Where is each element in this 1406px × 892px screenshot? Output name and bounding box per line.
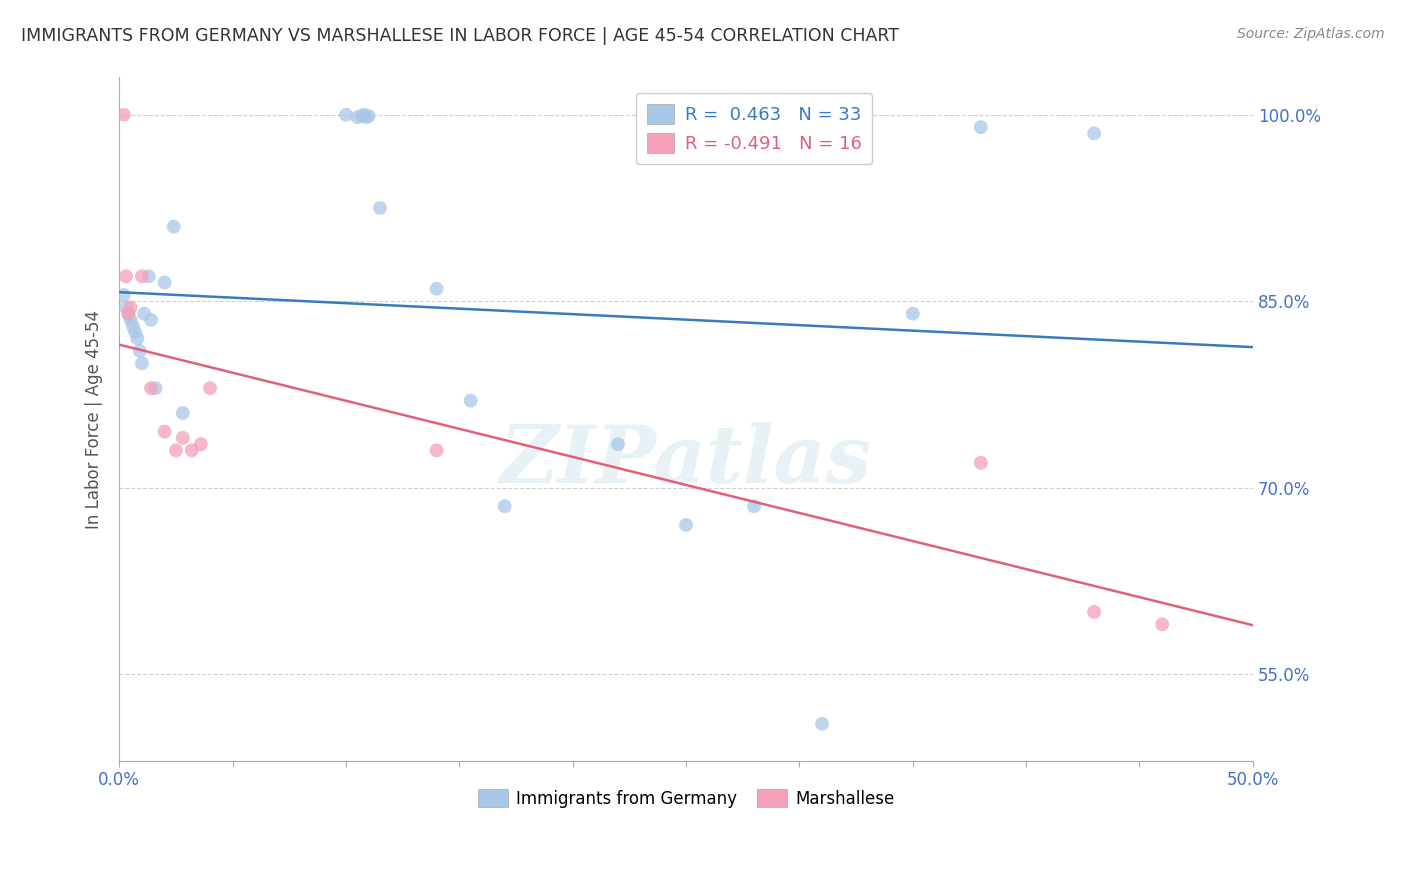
Point — [127, 331, 149, 345]
Point — [335, 108, 357, 122]
Point — [112, 288, 135, 302]
Point — [128, 343, 150, 358]
Point — [145, 381, 167, 395]
Point — [426, 443, 449, 458]
Point — [346, 110, 368, 124]
Point — [811, 716, 834, 731]
Point — [124, 325, 146, 339]
Legend: Immigrants from Germany, Marshallese: Immigrants from Germany, Marshallese — [471, 783, 901, 814]
Point — [970, 120, 993, 135]
Point — [1083, 605, 1105, 619]
Point — [139, 381, 162, 395]
Point — [131, 356, 153, 370]
Point — [112, 108, 135, 122]
Point — [139, 313, 162, 327]
Point — [350, 109, 373, 123]
Point — [134, 307, 156, 321]
Point — [153, 425, 176, 439]
Point — [117, 307, 139, 321]
Point — [180, 443, 202, 458]
Point — [120, 301, 142, 315]
Y-axis label: In Labor Force | Age 45-54: In Labor Force | Age 45-54 — [86, 310, 103, 529]
Point — [1152, 617, 1174, 632]
Point — [494, 500, 516, 514]
Point — [357, 109, 380, 123]
Point — [198, 381, 221, 395]
Point — [138, 269, 160, 284]
Point — [460, 393, 482, 408]
Text: Source: ZipAtlas.com: Source: ZipAtlas.com — [1237, 27, 1385, 41]
Point — [356, 110, 378, 124]
Point — [368, 201, 391, 215]
Point — [165, 443, 187, 458]
Point — [353, 108, 375, 122]
Point — [122, 319, 145, 334]
Point — [153, 276, 176, 290]
Point — [970, 456, 993, 470]
Point — [172, 406, 194, 420]
Point — [115, 301, 138, 315]
Point — [117, 307, 139, 321]
Point — [163, 219, 186, 234]
Point — [190, 437, 212, 451]
Point — [131, 269, 153, 284]
Point — [675, 517, 697, 532]
Point — [426, 282, 449, 296]
Point — [742, 500, 765, 514]
Point — [172, 431, 194, 445]
Text: ZIPatlas: ZIPatlas — [501, 422, 872, 499]
Text: IMMIGRANTS FROM GERMANY VS MARSHALLESE IN LABOR FORCE | AGE 45-54 CORRELATION CH: IMMIGRANTS FROM GERMANY VS MARSHALLESE I… — [21, 27, 898, 45]
Point — [901, 307, 924, 321]
Point — [1083, 127, 1105, 141]
Point — [115, 269, 138, 284]
Point — [120, 313, 142, 327]
Point — [607, 437, 630, 451]
